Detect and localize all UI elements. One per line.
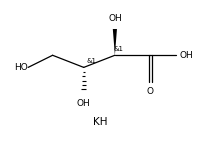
Text: O: O [147, 87, 154, 96]
Text: KH: KH [93, 117, 108, 127]
Text: &1: &1 [114, 46, 124, 52]
Text: OH: OH [77, 99, 91, 108]
Text: HO: HO [15, 63, 28, 72]
Text: OH: OH [179, 51, 193, 60]
Text: &1: &1 [86, 58, 96, 64]
Text: OH: OH [108, 14, 122, 23]
Polygon shape [113, 29, 117, 55]
